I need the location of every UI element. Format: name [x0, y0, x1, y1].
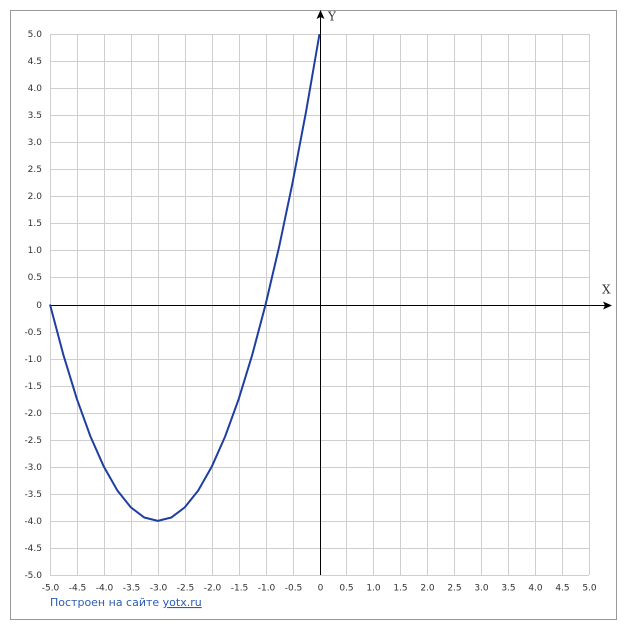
y-tick-label: 4.5	[28, 57, 42, 67]
credit-text: Построен на сайте	[50, 596, 159, 609]
x-tick-label: 5.0	[582, 584, 597, 594]
y-tick-label: -1.5	[24, 382, 42, 392]
x-tick-label: 0.5	[339, 584, 353, 594]
y-tick-label: -0.5	[24, 328, 42, 338]
credit: Построен на сайте yotx.ru	[50, 596, 202, 609]
y-tick-label: 1.0	[28, 246, 43, 256]
y-tick-label: -5.0	[24, 571, 42, 581]
x-tick-label: 1.5	[393, 584, 407, 594]
x-axis-arrow	[603, 301, 612, 310]
frame	[10, 10, 617, 620]
grid	[50, 34, 590, 576]
y-tick-label: -3.5	[24, 490, 42, 500]
x-tick-label: -1.5	[231, 584, 249, 594]
y-tick-label: -2.5	[24, 436, 42, 446]
y-tick-label: 1.5	[28, 219, 42, 229]
axes	[50, 10, 612, 575]
x-axis-label: X	[602, 283, 611, 297]
plot	[49, 33, 321, 522]
y-tick-label: 3.5	[28, 111, 42, 121]
x-tick-label: 2.5	[447, 584, 461, 594]
x-tick-label: -3.5	[123, 584, 141, 594]
x-tick-label: -0.5	[285, 584, 303, 594]
x-tick-label: 3.0	[474, 584, 489, 594]
x-tick-label: 2.0	[420, 584, 435, 594]
x-tick-label: -4.0	[96, 584, 114, 594]
function-curve	[49, 33, 321, 522]
x-tick-label: -2.0	[204, 584, 222, 594]
y-axis-label: Y	[327, 10, 337, 24]
y-tick-label: -3.0	[24, 463, 42, 473]
x-tick-label: -2.5	[177, 584, 195, 594]
labels: -5.0 -4.5 -4.0 -3.5 -3.0 -2.5 -2.0 -1.5 -1.0 -0.5…	[24, 30, 596, 594]
x-tick-label: 0	[318, 584, 324, 594]
x-tick-label: -3.0	[150, 584, 168, 594]
y-tick-label: -4.0	[24, 517, 42, 527]
x-tick-label: 4.5	[555, 584, 569, 594]
x-tick-label: 4.0	[528, 584, 543, 594]
y-tick-label: 4.0	[28, 84, 43, 94]
y-tick-label: 0.5	[28, 273, 42, 283]
y-tick-label: 5.0	[28, 30, 43, 40]
credit-link[interactable]: yotx.ru	[163, 596, 202, 609]
x-tick-label: -1.0	[258, 584, 276, 594]
y-tick-label: -4.5	[24, 544, 42, 554]
x-tick-label: -4.5	[69, 584, 87, 594]
y-tick-label: 2.5	[28, 165, 42, 175]
y-tick-label: -2.0	[24, 409, 42, 419]
x-tick-label: -5.0	[42, 584, 60, 594]
y-tick-label: 0	[36, 301, 42, 311]
y-tick-label: 2.0	[28, 192, 43, 202]
y-axis-arrow	[316, 10, 325, 19]
y-tick-label: -1.0	[24, 355, 42, 365]
x-tick-label: 1.0	[366, 584, 381, 594]
y-tick-label: 3.0	[28, 138, 43, 148]
x-tick-label: 3.5	[501, 584, 515, 594]
